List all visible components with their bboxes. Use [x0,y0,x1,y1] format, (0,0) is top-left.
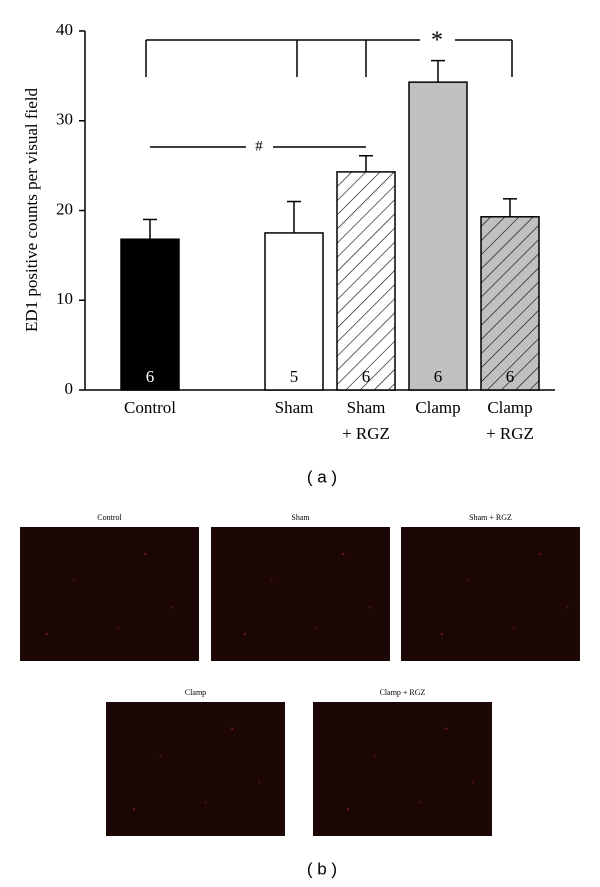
micrograph-cell [440,633,444,636]
x-tick-label: Clamp [487,398,532,417]
n-label: 6 [362,367,371,386]
micrograph-cell [373,754,376,757]
micrograph-cell [243,633,247,636]
micrograph-cell [204,801,207,804]
micrograph-cell [159,754,162,757]
x-tick-label: Sham [347,398,386,417]
micrograph-cell [512,626,515,629]
micrograph-cell [231,727,234,730]
micrograph-cell [144,552,147,555]
micrograph [20,527,199,661]
micrograph-cell [445,727,448,730]
x-tick-label: + RGZ [486,424,534,443]
micrograph [313,702,492,836]
micrograph-cell [368,606,372,609]
micrograph [401,527,580,661]
panel-label: ( b ) [307,859,337,878]
y-tick-label: 10 [56,289,73,308]
micrograph-cell [342,552,345,555]
annotation: # [255,138,263,154]
bar [336,171,396,391]
n-label: 6 [434,367,443,386]
x-tick-label: Clamp [415,398,460,417]
micrograph-cell [467,579,470,582]
micrograph-cell [539,552,542,555]
micrograph-caption: Clamp + RGZ [380,688,426,697]
n-label: 5 [290,367,299,386]
micrograph-caption: Sham [291,513,310,522]
micrograph-cell [117,626,120,629]
bar [264,232,324,391]
micrograph-cell [257,781,261,784]
x-tick-label: Control [124,398,176,417]
y-tick-label: 20 [56,199,73,218]
micrograph-cell [315,626,318,629]
micrograph-cell [270,579,273,582]
y-tick-label: 0 [65,379,74,398]
y-axis-label: ED1 positive counts per visual field [22,87,41,332]
n-label: 6 [506,367,515,386]
micrograph [106,702,285,836]
n-label: 6 [146,367,155,386]
micrograph [211,527,390,661]
x-tick-label: + RGZ [342,424,390,443]
micrograph-caption: Control [97,513,122,522]
bar [480,216,540,391]
micrograph-cell [45,633,49,636]
micrograph-cell [346,808,350,811]
micrograph-cell [170,606,174,609]
micrograph-cell [132,808,136,811]
bar [120,238,180,391]
micrograph-cell [565,606,569,609]
micrograph-caption: Clamp [185,688,206,697]
y-tick-label: 30 [56,110,73,129]
micrograph-cell [471,781,475,784]
micrograph-caption: Sham + RGZ [469,513,512,522]
micrograph-cell [418,801,421,804]
y-tick-label: 40 [56,20,73,39]
bar [408,81,468,391]
x-tick-label: Sham [275,398,314,417]
panel-label: ( a ) [307,467,337,486]
micrograph-cell [72,579,75,582]
annotation: * [431,28,443,54]
